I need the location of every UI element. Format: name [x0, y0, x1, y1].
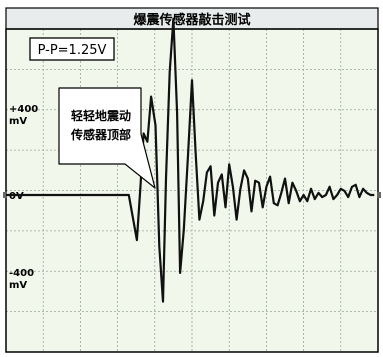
- zero-marker-left: [3, 192, 7, 198]
- zero-marker-right: [377, 192, 381, 198]
- y-tick-label: 0V: [9, 191, 24, 202]
- measurement-value: P-P=1.25V: [38, 43, 107, 58]
- chart-title: 爆震传感器敲击测试: [133, 12, 250, 28]
- y-tick-label: mV: [9, 116, 27, 127]
- y-tick-label: mV: [9, 280, 27, 291]
- annotation-line-2: 传感器顶部: [70, 127, 131, 142]
- annotation-line-1: 轻轻地震动: [71, 108, 131, 123]
- measurement-box: [29, 37, 115, 61]
- y-tick-label: -400: [9, 268, 34, 279]
- waveform-series: [6, 17, 375, 303]
- y-tick-label: +400: [9, 104, 38, 115]
- annotation-callout: [58, 87, 156, 189]
- plot-frame: [5, 28, 379, 353]
